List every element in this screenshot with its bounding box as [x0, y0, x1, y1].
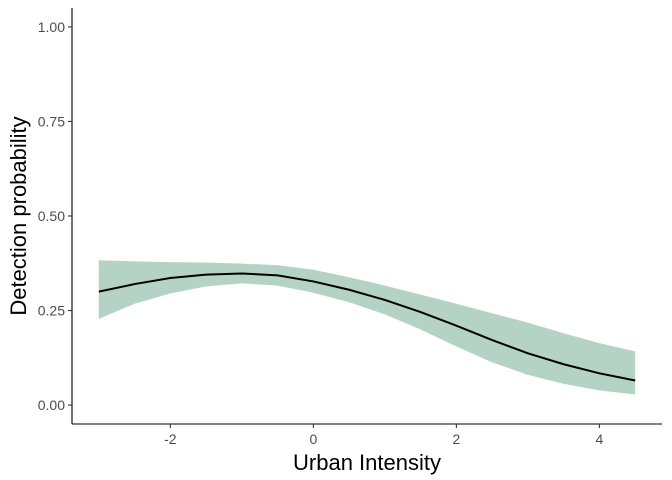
confidence-ribbon [98, 260, 636, 395]
x-tick-label: -2 [164, 431, 177, 447]
fitted-line [98, 272, 636, 382]
x-axis-ticks: -2 0 2 4 [164, 424, 604, 447]
y-tick-label: 0.25 [38, 303, 65, 319]
y-tick-label: 0.00 [38, 397, 65, 413]
x-tick-label: 2 [452, 431, 460, 447]
x-axis-title: Urban Intensity [293, 450, 441, 475]
y-tick-label: 1.00 [38, 19, 65, 35]
y-axis-ticks: 0.00 0.25 0.50 0.75 1.00 [38, 19, 72, 413]
y-axis-title: Detection probability [6, 116, 31, 315]
y-tick-label: 0.50 [38, 208, 65, 224]
x-tick-label: 0 [309, 431, 317, 447]
x-tick-label: 4 [596, 431, 604, 447]
y-tick-label: 0.75 [38, 113, 65, 129]
plot-area [98, 260, 636, 395]
